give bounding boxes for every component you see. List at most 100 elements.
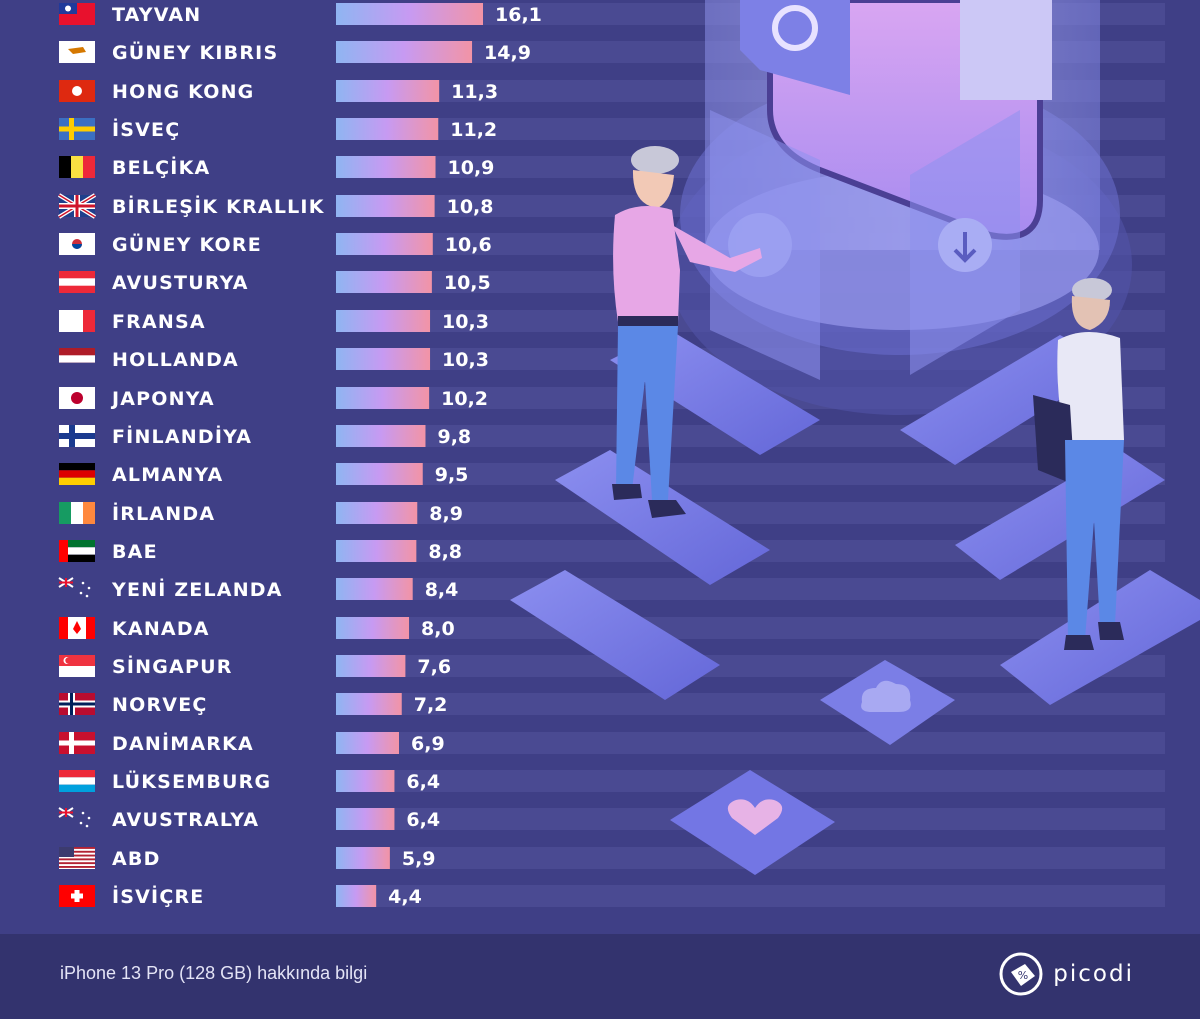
flag-sg-icon (59, 655, 95, 677)
bar (336, 885, 377, 907)
bar (336, 387, 430, 409)
flag-de-icon (59, 463, 95, 485)
category-label: KANADA (112, 618, 210, 640)
flag-jp-icon (59, 387, 95, 409)
phone-back-panel (960, 0, 1052, 100)
bar-track (336, 732, 1165, 754)
category-label: JAPONYA (110, 388, 215, 410)
value-label: 9,8 (437, 426, 471, 448)
value-label: 10,2 (441, 388, 488, 410)
value-label: 11,3 (451, 81, 498, 103)
value-label: 16,1 (495, 4, 542, 26)
category-label: YENİ ZELANDA (111, 577, 283, 601)
flag-ae-icon (59, 540, 95, 562)
value-label: 9,5 (435, 464, 469, 486)
bar-track (336, 578, 1165, 600)
flag-nz-icon (58, 577, 91, 598)
isometric-illustration (510, 0, 1200, 875)
brand-logo[interactable]: % picodi (997, 950, 1134, 998)
bar (336, 156, 436, 178)
chart-area: TAYVAN 16,1 GÜNEY KIBRIS 14,9 HONG KONG 11,3 İ… (57, 0, 1200, 908)
camera-icon (772, 5, 818, 51)
bar (336, 578, 413, 600)
bar (336, 502, 418, 524)
bar-chart: TAYVAN 16,1 GÜNEY KIBRIS 14,9 HONG KONG 11,3 İ… (57, 0, 1200, 908)
bar (336, 463, 423, 485)
flag-hk-icon (59, 80, 95, 102)
bar (336, 233, 433, 255)
value-label: 8,8 (428, 541, 462, 563)
category-label: FİNLANDİYA (112, 424, 252, 448)
bar-track (336, 693, 1165, 715)
flag-dk-icon (59, 732, 95, 754)
bar (336, 195, 435, 217)
tile-left-middle (555, 450, 770, 585)
person-left (612, 146, 762, 518)
tile-left-lower (510, 570, 720, 700)
category-label: SİNGAPUR (112, 654, 233, 678)
bar (336, 41, 473, 63)
value-label: 10,8 (447, 196, 494, 218)
category-label: BAE (112, 541, 158, 563)
cloud-icon (861, 680, 911, 712)
flag-se-icon (59, 118, 95, 140)
brand-name: picodi (1053, 961, 1134, 987)
bar-track (336, 463, 1165, 485)
category-label: HOLLANDA (112, 349, 239, 371)
bar-rows: TAYVAN 16,1 GÜNEY KIBRIS 14,9 HONG KONG 11,3 İ… (57, 3, 542, 908)
category-label: DANİMARKA (112, 731, 254, 755)
bar (336, 617, 410, 639)
person-right (1033, 278, 1124, 650)
bar-track (336, 502, 1165, 524)
category-label: GÜNEY KORE (112, 232, 262, 256)
value-label: 6,4 (406, 809, 440, 831)
svg-text:%: % (1018, 969, 1028, 982)
bar-track (336, 655, 1165, 677)
flag-au-icon (58, 807, 91, 828)
bar (336, 425, 426, 447)
bar (336, 271, 432, 293)
flag-nl-icon (59, 348, 95, 370)
flag-no-icon (59, 693, 95, 715)
value-label: 6,9 (411, 733, 445, 755)
download-arrow (953, 232, 977, 263)
value-label: 5,9 (402, 848, 436, 870)
heart-icon (727, 799, 783, 835)
bar (336, 808, 395, 830)
flag-us-icon (59, 847, 95, 869)
bar-track (336, 617, 1165, 639)
flag-cy-icon (59, 41, 95, 63)
category-label: ALMANYA (112, 464, 223, 486)
bar (336, 3, 483, 25)
value-label: 8,4 (425, 579, 459, 601)
value-label: 10,3 (442, 311, 489, 333)
category-label: İSVEÇ (112, 117, 180, 141)
value-label: 10,5 (444, 272, 491, 294)
value-label: 7,2 (414, 694, 448, 716)
bar (336, 540, 417, 562)
category-label: GÜNEY KIBRIS (112, 40, 278, 64)
footer-note: iPhone 13 Pro (128 GB) hakkında bilgi (60, 963, 368, 983)
flag-tw-icon (59, 3, 95, 25)
category-label: HONG KONG (112, 81, 254, 103)
value-label: 11,2 (450, 119, 497, 141)
bar-track (336, 885, 1165, 907)
flag-lu-icon (59, 770, 95, 792)
flag-at-icon (59, 271, 95, 293)
flag-fr-icon (59, 310, 95, 332)
flag-ch-icon (59, 885, 95, 907)
bar (336, 732, 399, 754)
category-label: BİRLEŞİK KRALLIK (112, 194, 325, 218)
value-label: 10,6 (445, 234, 492, 256)
bar (336, 693, 402, 715)
bar (336, 770, 395, 792)
category-label: LÜKSEMBURG (112, 769, 271, 793)
value-label: 7,6 (417, 656, 451, 678)
category-label: FRANSA (112, 311, 206, 333)
value-label: 10,3 (442, 349, 489, 371)
category-label: İRLANDA (112, 501, 215, 525)
value-label: 4,4 (388, 886, 422, 908)
bar (336, 118, 439, 140)
category-label: TAYVAN (112, 4, 201, 26)
category-label: ABD (112, 848, 161, 870)
